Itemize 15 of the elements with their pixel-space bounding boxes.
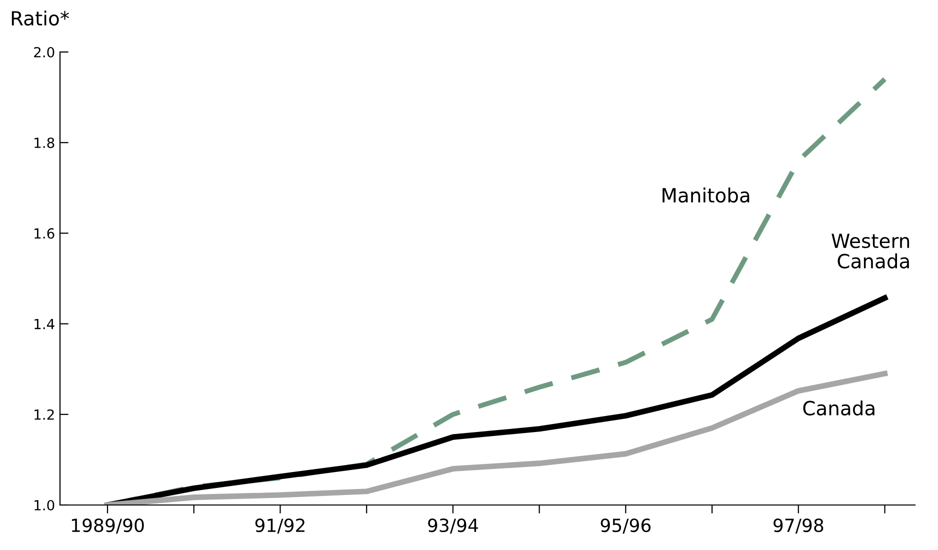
series-label: Manitoba — [662, 188, 750, 203]
x-tick-label: 91/92 — [255, 518, 304, 534]
y-tick-label: 1.0 — [34, 500, 54, 510]
y-tick-label: 1.4 — [34, 318, 54, 330]
x-tick-label: 97/98 — [774, 518, 824, 534]
x-tick-label: 95/96 — [600, 518, 651, 534]
x-tick-label: 93/94 — [428, 518, 478, 534]
y-axis-title: Ratio* — [12, 10, 70, 26]
y-tick-label: 2.0 — [34, 46, 54, 58]
series-label: Western Canada — [832, 234, 910, 268]
x-tick-label: 1989/90 — [72, 518, 144, 534]
y-tick-label: 1.6 — [34, 228, 54, 239]
series-label: Canada — [803, 400, 874, 416]
y-tick-label: 1.8 — [34, 138, 54, 148]
y-tick-label: 1.2 — [34, 409, 54, 420]
